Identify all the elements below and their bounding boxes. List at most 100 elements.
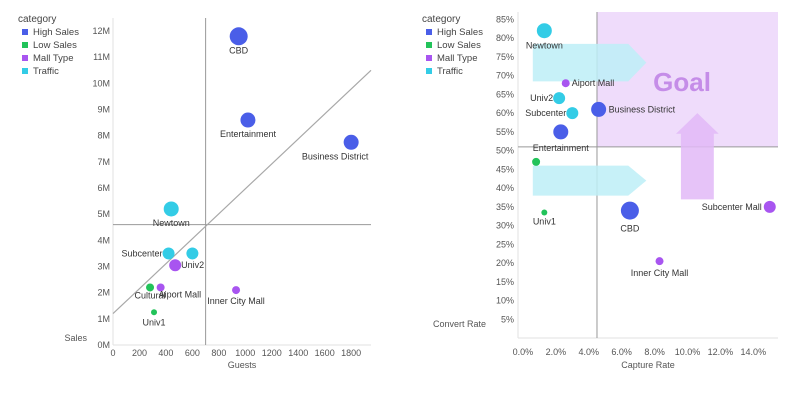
data-label: Subcenter: [525, 108, 566, 118]
chart-1: 0 200 400 600 800 1000 1200 1400 1600 1800 0M 1M 2M 3…: [18, 14, 372, 370]
x-tick-label: 1200: [262, 348, 282, 358]
y-axis-title: Sales: [64, 333, 87, 343]
x-axis-title: Capture Rate: [621, 360, 675, 370]
x-tick-label: 6.0%: [611, 347, 632, 357]
legend-item-label: Low Sales: [33, 40, 77, 51]
data-label: Business District: [302, 151, 369, 161]
arrow-right-icon: [532, 43, 647, 82]
legend-swatch: [426, 68, 432, 74]
x-tick-label: 12.0%: [708, 347, 734, 357]
y-tick-label: 10%: [496, 296, 514, 306]
y-tick-label: 55%: [496, 127, 514, 137]
y-tick-label: 15%: [496, 277, 514, 287]
data-label: Inner City Mall: [207, 296, 265, 306]
legend-item-label: High Sales: [437, 27, 483, 38]
data-point: [163, 201, 179, 217]
legend: category High Sales Low Sales Mall Type Traf…: [422, 14, 483, 77]
legend-swatch: [426, 42, 432, 48]
legend-swatch: [22, 42, 28, 48]
legend-item-label: Traffic: [437, 66, 463, 77]
data-point: [553, 92, 566, 105]
y-tick-label: 9M: [97, 105, 110, 115]
x-tick-label: 0: [110, 348, 115, 358]
x-tick-label: 8.0%: [644, 347, 665, 357]
x-tick-label: 400: [158, 348, 173, 358]
data-point: [591, 101, 607, 117]
x-tick-label: 4.0%: [579, 347, 600, 357]
y-tick-label: 0M: [97, 340, 110, 350]
x-tick-label: 14.0%: [741, 347, 767, 357]
data-label: Cultural: [135, 290, 166, 300]
legend-swatch: [426, 29, 432, 35]
data-label: Univ1: [143, 317, 166, 327]
data-point: [655, 257, 664, 266]
y-tick-label: 5M: [97, 209, 110, 219]
y-tick-label: 2M: [97, 288, 110, 298]
y-tick-label: 4M: [97, 235, 110, 245]
y-tick-label: 65%: [496, 89, 514, 99]
data-point: [763, 200, 776, 213]
x-tick-label: 800: [211, 348, 226, 358]
y-tick-label: 50%: [496, 146, 514, 156]
y-tick-label: 25%: [496, 239, 514, 249]
y-tick-label: 7M: [97, 157, 110, 167]
y-tick-label: 12M: [92, 26, 110, 36]
x-tick-label: 0.0%: [513, 347, 534, 357]
goal-label: Goal: [653, 67, 711, 97]
data-point: [561, 79, 570, 88]
y-tick-label: 40%: [496, 183, 514, 193]
trend-line: [112, 69, 372, 315]
legend-item-label: Mall Type: [33, 53, 73, 64]
data-point: [566, 107, 579, 120]
data-label: Newtown: [526, 41, 563, 51]
legend-item-label: High Sales: [33, 27, 79, 38]
data-point: [229, 27, 248, 46]
y-tick-label: 35%: [496, 202, 514, 212]
arrow-up-icon: [675, 113, 719, 200]
data-label: Subcenter: [122, 248, 163, 258]
x-tick-label: 1400: [288, 348, 308, 358]
data-label: Newtown: [153, 218, 190, 228]
y-tick-label: 1M: [97, 314, 110, 324]
y-axis-title: Convert Rate: [433, 319, 486, 329]
y-tick-label: 8M: [97, 131, 110, 141]
data-point: [156, 283, 165, 292]
data-label: Univ1: [533, 216, 556, 226]
legend-item-label: Traffic: [33, 66, 59, 77]
legend-swatch: [22, 29, 28, 35]
y-tick-label: 70%: [496, 71, 514, 81]
legend-item-label: Mall Type: [437, 53, 477, 64]
data-label: Aiport Mall: [159, 289, 202, 299]
x-tick-label: 1000: [235, 348, 255, 358]
arrow-right-icon: [532, 165, 647, 196]
y-tick-label: 60%: [496, 108, 514, 118]
data-label: Aiport Mall: [572, 78, 615, 88]
data-label: Inner City Mall: [631, 268, 689, 278]
data-point: [620, 201, 639, 220]
data-label: Subcenter Mall: [702, 202, 762, 212]
x-tick-label: 2.0%: [546, 347, 567, 357]
data-label: Business District: [609, 104, 676, 114]
x-axis-title: Guests: [228, 360, 257, 370]
legend-title: category: [18, 14, 56, 25]
data-point: [186, 247, 199, 260]
data-label: Entertainment: [220, 129, 277, 139]
data-label: Univ2: [530, 93, 553, 103]
data-point: [240, 112, 256, 128]
x-tick-label: 200: [132, 348, 147, 358]
y-tick-label: 85%: [496, 14, 514, 24]
y-tick-label: 30%: [496, 221, 514, 231]
y-tick-label: 6M: [97, 183, 110, 193]
y-tick-label: 75%: [496, 52, 514, 62]
data-point: [146, 283, 155, 292]
data-label: CBD: [620, 224, 640, 234]
y-tick-label: 10M: [92, 78, 110, 88]
chart-2: Goal 0.0% 2.0% 4.0% 6.0% 8.0% 10.0% 12.0% 14.0% 5…: [422, 12, 778, 370]
legend-swatch: [22, 68, 28, 74]
legend: category High Sales Low Sales Mall Type Traf…: [18, 14, 79, 77]
legend-swatch: [22, 55, 28, 61]
x-tick-label: 1800: [341, 348, 361, 358]
y-tick-label: 45%: [496, 164, 514, 174]
data-label: CBD: [229, 45, 249, 55]
